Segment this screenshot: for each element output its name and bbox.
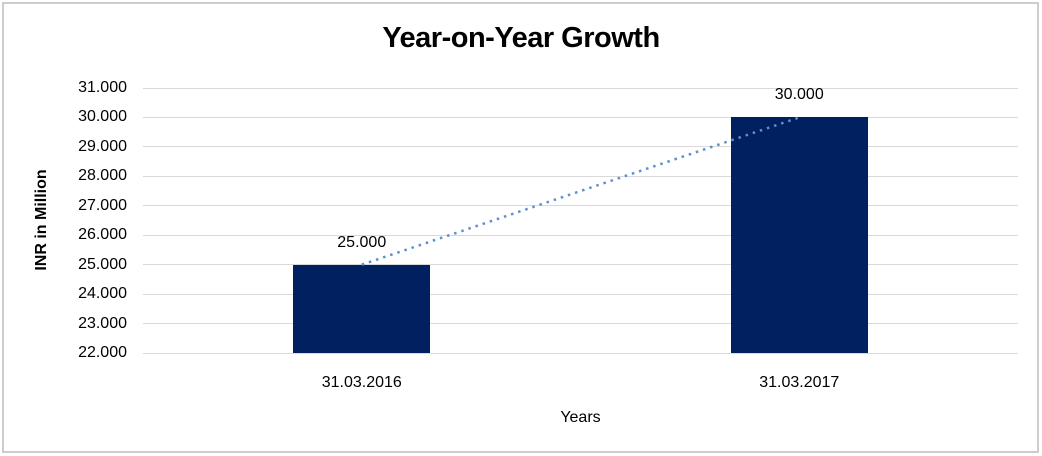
gridline	[143, 264, 1018, 266]
plot-area: 25.000 30.000	[143, 86, 1018, 354]
trendline-segment	[361, 116, 800, 266]
y-axis-tick-label: 25.000	[78, 255, 127, 273]
y-axis-tick-label: 22.000	[78, 344, 127, 361]
bar-data-label: 30.000	[774, 86, 824, 104]
chart-title: Year-on-Year Growth	[382, 22, 660, 54]
y-axis-title: INR in Million	[33, 169, 50, 271]
gridline	[143, 116, 1018, 118]
y-axis-tick-label: 26.000	[78, 226, 127, 244]
x-axis-title: Years	[560, 409, 601, 426]
y-axis-tick-label: 30.000	[78, 108, 127, 126]
y-axis-tick-label: 29.000	[78, 137, 127, 155]
bar-31.03.2017	[730, 117, 868, 353]
y-axis-tick-label: 28.000	[78, 167, 127, 185]
bar-31.03.2016	[293, 264, 431, 353]
gridline	[143, 146, 1018, 148]
y-axis-tick-label: 23.000	[78, 314, 127, 332]
trendline	[361, 116, 800, 266]
y-axis-tick-label: 31.000	[78, 79, 127, 96]
x-axis-category-label: 31.03.2017	[759, 374, 840, 391]
y-axis-tick-label: 27.000	[78, 196, 127, 214]
x-axis-category-label: 31.03.2016	[321, 374, 402, 391]
gridline	[143, 175, 1018, 177]
gridline	[143, 205, 1018, 207]
y-axis-tick-label: 24.000	[78, 285, 127, 303]
gridline	[143, 352, 1018, 354]
bar-data-label: 25.000	[337, 233, 387, 251]
gridline	[143, 323, 1018, 325]
gridline	[143, 293, 1018, 295]
gridline	[143, 87, 1018, 89]
gridline	[143, 234, 1018, 236]
